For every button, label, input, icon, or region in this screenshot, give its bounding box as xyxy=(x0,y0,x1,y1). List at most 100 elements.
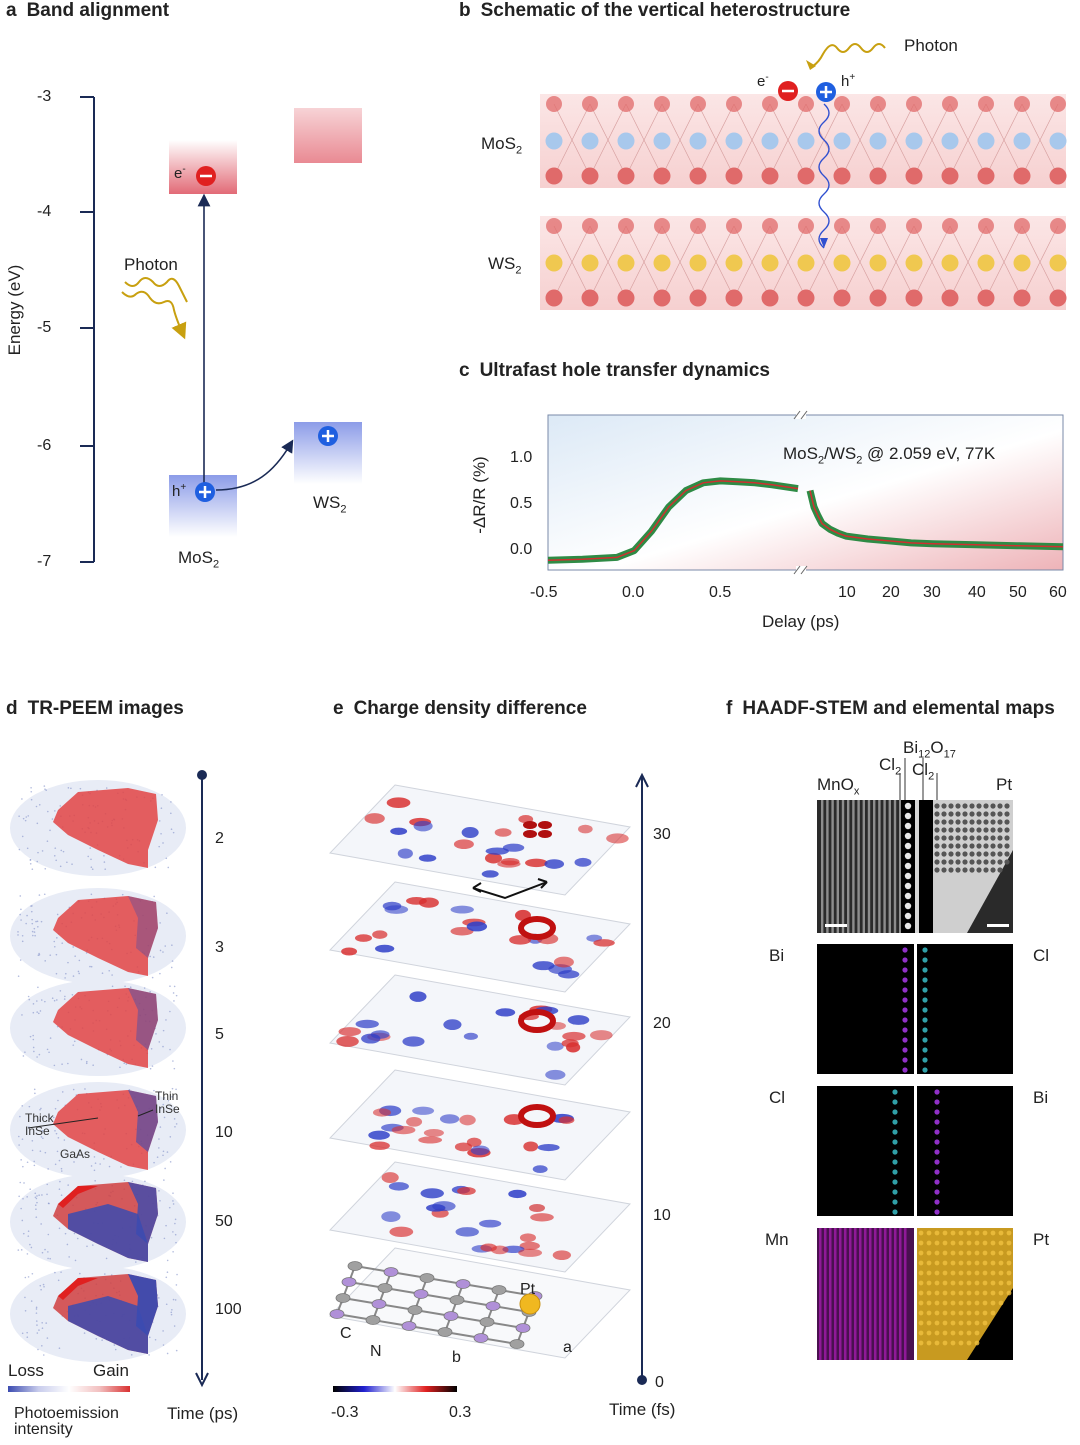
mnox-lattice-column xyxy=(883,800,886,933)
charge-slab xyxy=(328,974,632,1086)
ws2-layer-label: WS2 xyxy=(488,254,522,277)
element-signal xyxy=(902,1057,908,1063)
element-signal xyxy=(892,1099,898,1105)
c-atom xyxy=(449,1295,465,1305)
density-blob xyxy=(463,1032,478,1040)
c-atom xyxy=(479,1317,495,1327)
element-signal xyxy=(892,1149,898,1155)
map-label: Mn xyxy=(765,1230,789,1249)
band-axis-svg xyxy=(80,96,362,563)
w-atom xyxy=(1013,254,1031,272)
mo-atom xyxy=(905,132,923,150)
cbar-max-label: 0.3 xyxy=(449,1404,472,1421)
element-signal xyxy=(934,1189,940,1195)
element-signal xyxy=(892,1119,898,1125)
element-signal xyxy=(892,1189,898,1195)
density-blob xyxy=(508,1189,527,1199)
density-blob xyxy=(574,857,592,867)
n-atom xyxy=(341,1277,357,1287)
density-blob xyxy=(409,991,427,1002)
element-signal xyxy=(922,967,928,973)
density-blob xyxy=(500,857,520,866)
w-atom xyxy=(653,254,671,272)
mo-atom xyxy=(725,132,743,150)
data-series-fit xyxy=(809,490,1064,548)
s-atom xyxy=(1014,218,1030,234)
s-atom xyxy=(833,167,851,185)
element-signal xyxy=(934,1169,940,1175)
atom-column xyxy=(904,802,912,810)
axis-break xyxy=(800,410,808,420)
s-atom xyxy=(1050,218,1066,234)
element-signal xyxy=(934,1129,940,1135)
n-atom xyxy=(485,1301,501,1311)
mo-atom xyxy=(653,132,671,150)
peem-image xyxy=(10,1266,186,1362)
charge-slab xyxy=(328,1161,632,1273)
s-atom xyxy=(797,167,815,185)
w-atom xyxy=(1049,254,1067,272)
w-atom xyxy=(797,254,815,272)
s-atom xyxy=(725,167,743,185)
element-signal xyxy=(902,1047,908,1053)
hole-arrow xyxy=(820,238,828,248)
element-signal xyxy=(902,967,908,973)
atom-column xyxy=(904,812,912,820)
density-blob xyxy=(494,828,512,837)
elemental-map xyxy=(917,1086,1013,1216)
density-blob xyxy=(518,1248,543,1257)
thin-inse-label: Thin InSe xyxy=(155,1089,180,1116)
s-atom xyxy=(977,167,995,185)
peem-colorbar xyxy=(8,1386,130,1392)
y-tick: -5 xyxy=(37,319,52,336)
s-atom xyxy=(834,218,850,234)
data-series-fit xyxy=(547,480,799,562)
density-blob xyxy=(336,1035,359,1047)
w-atom xyxy=(617,254,635,272)
density-blob xyxy=(439,1114,460,1124)
element-signal xyxy=(922,957,928,963)
c-atom xyxy=(491,1285,507,1295)
density-blob xyxy=(372,1108,392,1117)
peem-time-tick: 100 xyxy=(215,1301,242,1318)
density-blob xyxy=(495,1008,516,1017)
mnox-label: MnOx xyxy=(817,775,860,798)
s-atom xyxy=(977,289,995,307)
flake-blue-region xyxy=(128,1274,158,1336)
density-blob xyxy=(406,896,427,905)
s-atom xyxy=(978,218,994,234)
s-atom xyxy=(834,96,850,112)
element-signal xyxy=(934,1199,940,1205)
element-signal xyxy=(902,1007,908,1013)
mo-atom xyxy=(977,132,995,150)
density-blob xyxy=(389,1226,414,1237)
peem-time-tick: 5 xyxy=(215,1026,224,1043)
atom-column xyxy=(904,912,912,920)
c-atom xyxy=(347,1261,363,1271)
c-atom xyxy=(365,1315,381,1325)
density-blob xyxy=(490,1245,509,1255)
mo-atom xyxy=(1013,132,1031,150)
element-signal xyxy=(922,1067,928,1073)
scale-bar xyxy=(825,924,847,927)
peem-image xyxy=(10,888,186,984)
n-atom xyxy=(515,1323,531,1333)
w-atom xyxy=(581,254,599,272)
atom-column xyxy=(904,872,912,880)
stem-header-lines xyxy=(899,758,938,800)
mo-atom xyxy=(689,132,707,150)
density-blob xyxy=(525,858,548,868)
density-blob xyxy=(529,1204,545,1212)
density-blob xyxy=(562,1031,586,1041)
elemental-map xyxy=(817,1086,914,1216)
s-atom xyxy=(581,167,599,185)
s-atom xyxy=(761,167,779,185)
s-atom xyxy=(690,218,706,234)
element-signal xyxy=(934,1109,940,1115)
mnox-lattice-column xyxy=(852,800,855,933)
density-blob xyxy=(461,827,479,838)
mos2-label: MoS2 xyxy=(178,548,220,571)
element-signal xyxy=(902,957,908,963)
mnox-lattice-column xyxy=(826,800,829,933)
element-signal xyxy=(892,1139,898,1145)
